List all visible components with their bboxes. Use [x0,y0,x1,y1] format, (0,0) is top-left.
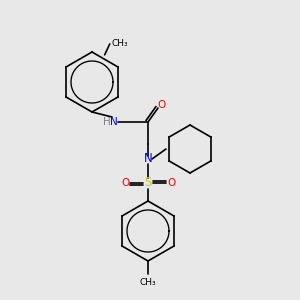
Text: CH₃: CH₃ [112,39,128,48]
Text: O: O [167,178,175,188]
Text: CH₃: CH₃ [140,278,156,287]
Text: N: N [144,152,152,166]
Text: O: O [121,178,129,188]
Text: S: S [144,176,152,190]
Text: H: H [103,117,111,127]
Text: O: O [157,100,165,110]
Text: N: N [110,117,118,127]
